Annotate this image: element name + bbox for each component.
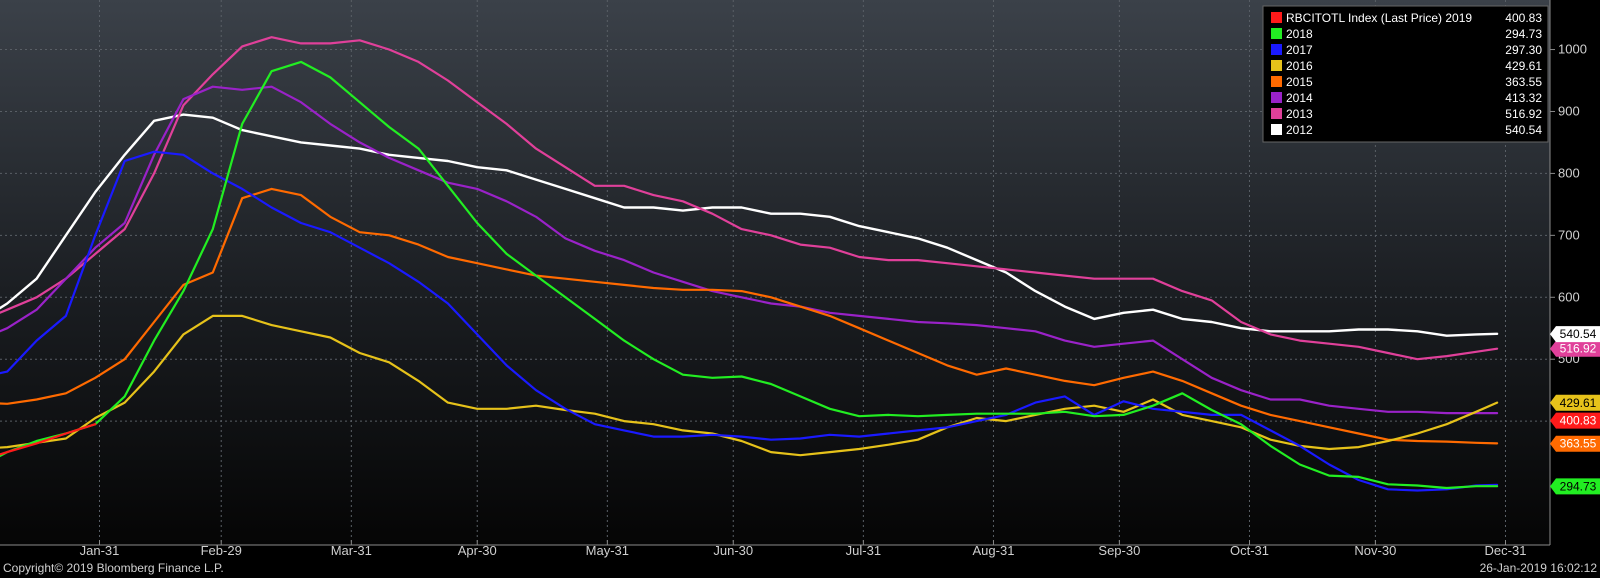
x-tick-label: Sep-30 — [1098, 543, 1140, 558]
y-tick-label: 900 — [1558, 103, 1580, 118]
legend-label: 2017 — [1286, 43, 1313, 57]
end-label: 516.92 — [1550, 340, 1600, 357]
legend-value: 429.61 — [1505, 59, 1542, 73]
end-label-tag — [1550, 394, 1600, 411]
y-tick-label: 600 — [1558, 289, 1580, 304]
series-line — [0, 85, 1499, 415]
legend-label: 2014 — [1286, 91, 1313, 105]
legend-swatch — [1271, 76, 1282, 87]
end-label-tag — [1550, 478, 1600, 495]
legend-item[interactable]: RBCITOTL Index (Last Price) 2019 400.83 — [1271, 11, 1542, 25]
legend-swatch — [1271, 12, 1282, 23]
legend-label: 2018 — [1286, 27, 1313, 41]
end-label-text: 363.55 — [1560, 437, 1597, 451]
legend-swatch — [1271, 44, 1282, 55]
legend-value: 400.83 — [1505, 11, 1542, 25]
legend-box — [1262, 5, 1549, 143]
axis-background — [1550, 0, 1600, 545]
x-tick-label: Dec-31 — [1485, 543, 1527, 558]
end-label-text: 540.54 — [1560, 327, 1597, 341]
end-label: 294.73 — [1550, 478, 1600, 495]
x-tick-label: Feb-29 — [201, 543, 242, 558]
end-label-tag — [1550, 435, 1600, 452]
legend-item[interactable]: 2014 413.32 — [1271, 91, 1542, 105]
legend-item[interactable]: 2016 429.61 — [1271, 59, 1542, 73]
legend-item[interactable]: 2018 294.73 — [1271, 27, 1542, 41]
series-line — [0, 60, 1499, 490]
legend-value: 516.92 — [1505, 107, 1542, 121]
legend-item[interactable]: 2015 363.55 — [1271, 75, 1542, 89]
legend-swatch — [1271, 124, 1282, 135]
end-label-tag — [1550, 326, 1600, 343]
legend-item[interactable]: 2013 516.92 — [1271, 107, 1542, 121]
end-label: 429.61 — [1550, 394, 1600, 411]
end-label-text: 400.83 — [1560, 414, 1597, 428]
series-line — [0, 187, 1499, 445]
legend-label: RBCITOTL Index (Last Price) 2019 — [1286, 11, 1472, 25]
legend-value: 297.30 — [1505, 43, 1542, 57]
end-label: 540.54 — [1550, 326, 1600, 343]
end-label: 400.83 — [1550, 412, 1600, 429]
x-axis: Jan-31 Feb-29 Mar-31 Apr-30 May-31 Jun-30 Jul-… — [0, 540, 1550, 558]
x-tick-label: Mar-31 — [331, 543, 372, 558]
y-tick-label: 800 — [1558, 165, 1580, 180]
series-line — [0, 423, 97, 456]
legend[interactable]: RBCITOTL Index (Last Price) 2019 400.83 20… — [1262, 5, 1549, 143]
legend-value: 363.55 — [1505, 75, 1542, 89]
series-line — [0, 113, 1499, 337]
x-tick-label: May-31 — [586, 543, 629, 558]
end-label: 363.55 — [1550, 435, 1600, 452]
x-tick-label: Jan-31 — [80, 543, 120, 558]
x-tick-label: Jul-31 — [846, 543, 881, 558]
x-tick-label: Jun-30 — [713, 543, 753, 558]
end-label-text: 516.92 — [1560, 342, 1597, 356]
legend-swatch — [1271, 108, 1282, 119]
legend-label: 2013 — [1286, 107, 1313, 121]
end-label-text: 294.73 — [1560, 479, 1597, 493]
legend-label: 2016 — [1286, 59, 1313, 73]
end-label-tag — [1550, 412, 1600, 429]
copyright-text: Copyright© 2019 Bloomberg Finance L.P. — [3, 561, 224, 575]
end-label-text: 429.61 — [1560, 396, 1597, 410]
series-lines — [0, 36, 1499, 492]
legend-item[interactable]: 2012 540.54 — [1271, 123, 1542, 137]
legend-swatch — [1271, 28, 1282, 39]
end-label-tag — [1550, 340, 1600, 357]
x-tick-label: Aug-31 — [973, 543, 1015, 558]
legend-value: 413.32 — [1505, 91, 1542, 105]
footer-background — [0, 545, 1600, 578]
legend-label: 2012 — [1286, 123, 1313, 137]
series-line — [0, 36, 1499, 361]
y-tick-label: 700 — [1558, 227, 1580, 242]
series-line — [0, 150, 1499, 492]
legend-swatch — [1271, 92, 1282, 103]
legend-swatch — [1271, 60, 1282, 71]
legend-label: 2015 — [1286, 75, 1313, 89]
timestamp-text: 26-Jan-2019 16:02:12 — [1480, 561, 1598, 575]
legend-item[interactable]: 2017 297.30 — [1271, 43, 1542, 57]
y-tick-label: 1000 — [1558, 42, 1587, 57]
x-tick-label: Oct-31 — [1230, 543, 1269, 558]
legend-value: 294.73 — [1505, 27, 1542, 41]
x-tick-label: Nov-30 — [1354, 543, 1396, 558]
x-tick-label: Apr-30 — [458, 543, 497, 558]
legend-value: 540.54 — [1505, 123, 1542, 137]
